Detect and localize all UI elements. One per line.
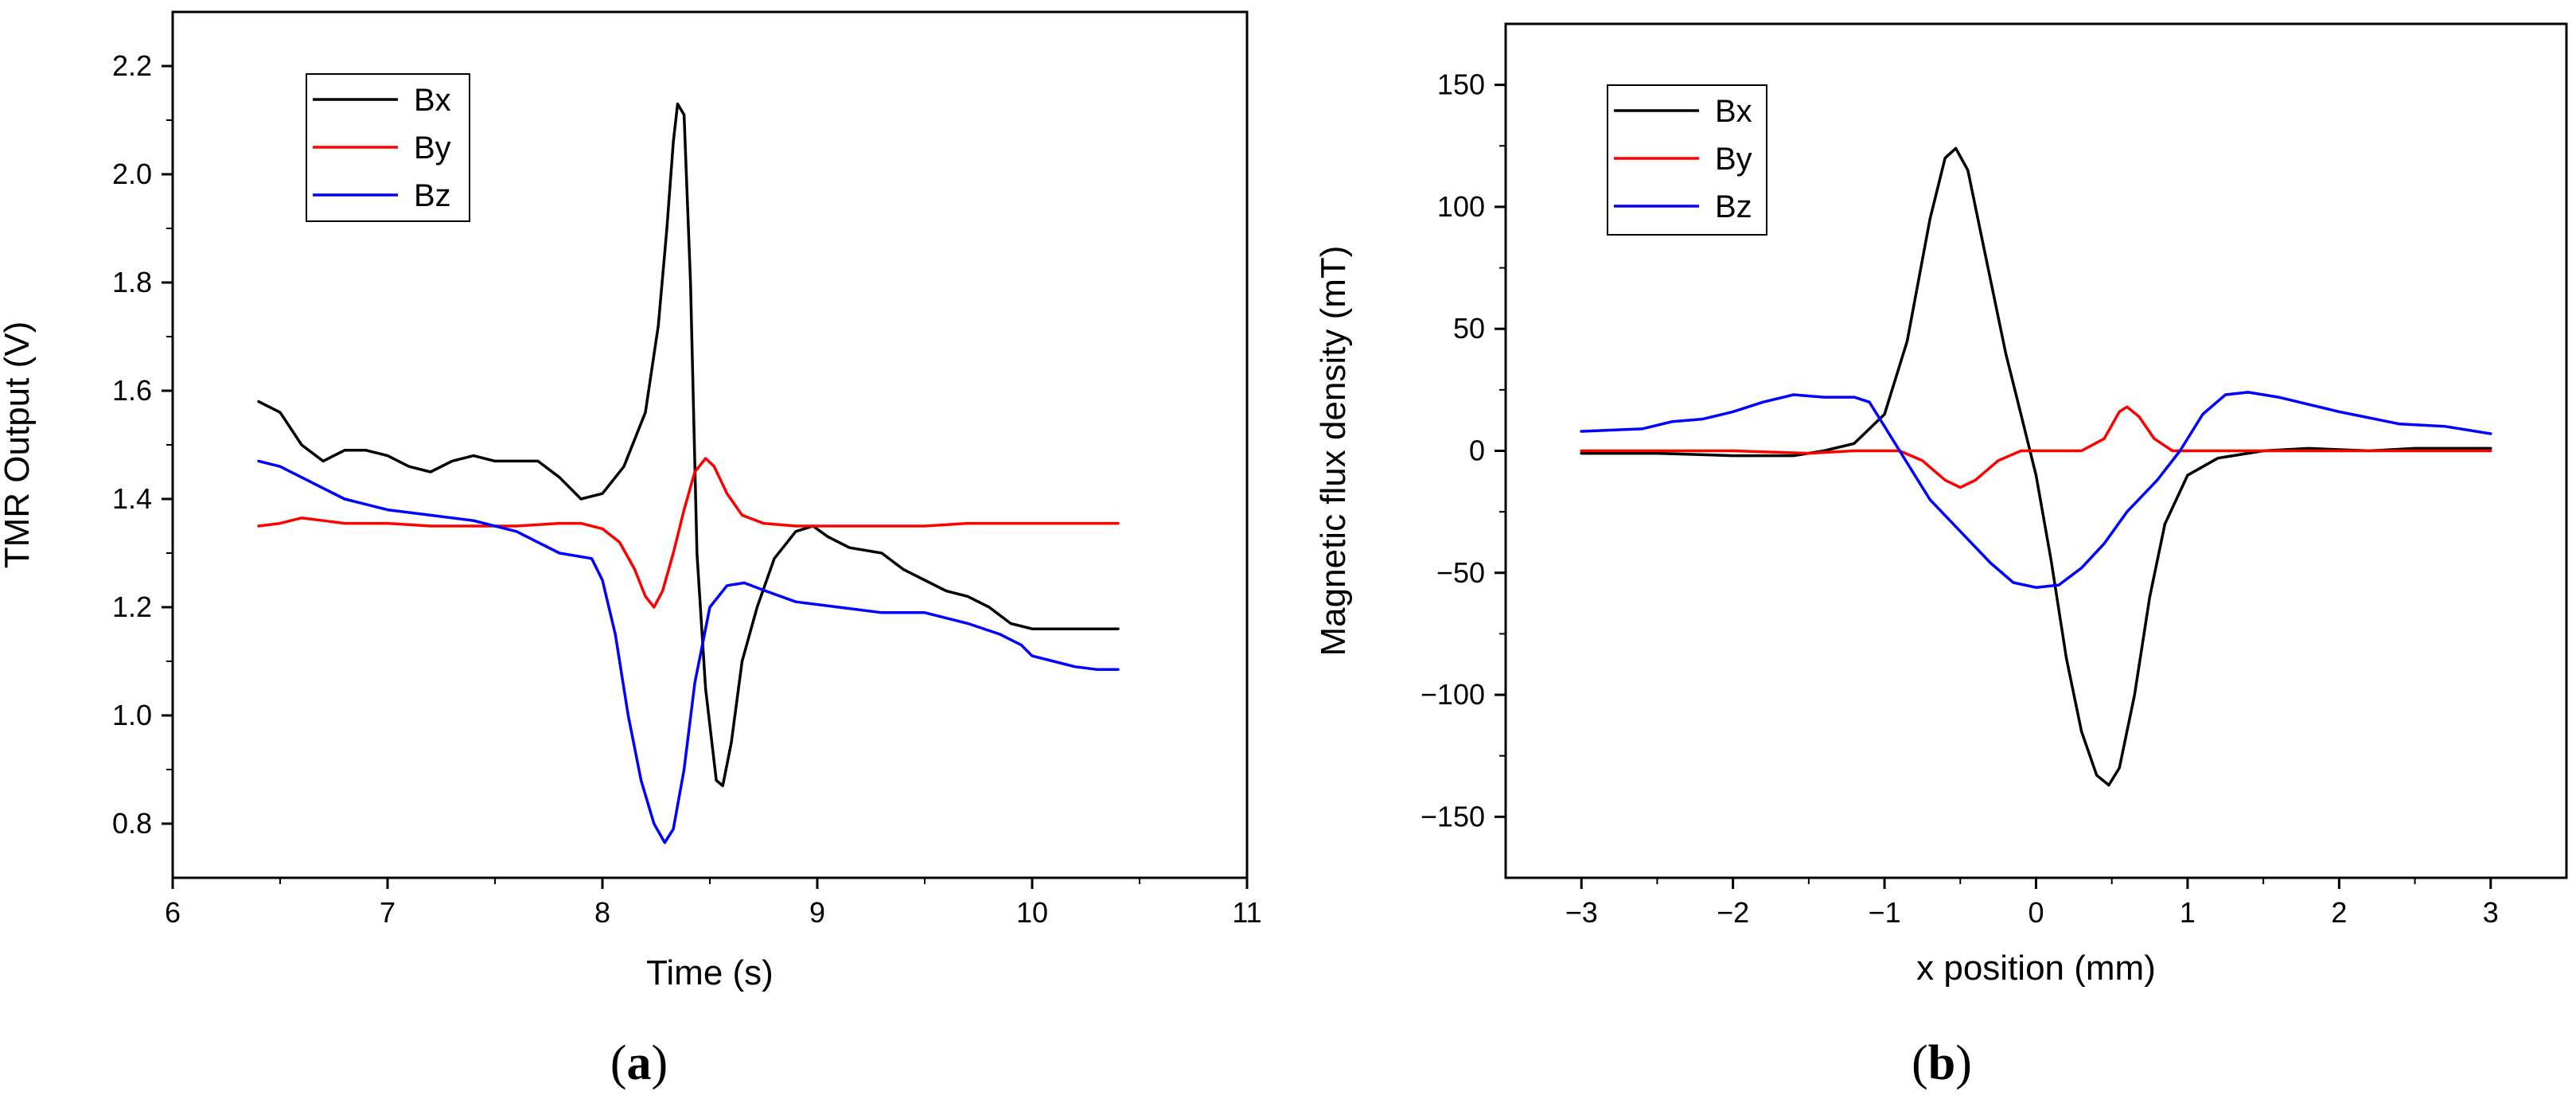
panel-a-x-tick-label: 6 bbox=[165, 896, 181, 929]
panel-a-y-tick-label: 1.0 bbox=[112, 699, 152, 731]
panel-a-x-tick-label: 7 bbox=[380, 896, 396, 929]
panel-b-legend-label-bx: Bx bbox=[1715, 94, 1752, 129]
panel-b-x-tick-label: 1 bbox=[2180, 896, 2196, 929]
panel-b-x-tick-label: 0 bbox=[2028, 896, 2044, 929]
panel-a-y-tick-label: 1.8 bbox=[112, 266, 152, 298]
panel-a-y-tick-label: 1.2 bbox=[112, 590, 152, 623]
panel-a-x-tick-label: 11 bbox=[1232, 896, 1261, 929]
panel-b-y-tick-label: 50 bbox=[1453, 312, 1485, 345]
panel-a-legend-label-by: By bbox=[414, 131, 451, 166]
panel-a-legend-label-bx: Bx bbox=[414, 83, 451, 118]
panel-a-x-tick-label: 8 bbox=[594, 896, 610, 929]
panel-a-y-tick-label: 1.6 bbox=[112, 374, 152, 407]
panel-a-panel-label: (a) bbox=[610, 1036, 668, 1090]
panel-b-y-axis-title: Magnetic flux density (mT) bbox=[1314, 246, 1353, 657]
panel-b-legend-label-by: By bbox=[1715, 142, 1752, 177]
panel-b-series-bx-line bbox=[1580, 146, 2492, 787]
panel-a-y-tick-label: 2.0 bbox=[112, 158, 152, 190]
panel-b-series-bz-line bbox=[1580, 391, 2492, 589]
panel-a-series-bx-line bbox=[257, 102, 1120, 788]
panel-a-y-tick-label: 2.2 bbox=[112, 49, 152, 82]
panel-b-chart: −3 −2 −1 0 1 2 3 −150 −100 −50 0 50 100 150 x position… bbox=[1314, 22, 2568, 1090]
panel-b-y-tick-label: −50 bbox=[1436, 556, 1485, 589]
panel-b-y-tick-label: −100 bbox=[1421, 678, 1485, 711]
panel-a-series-by-line bbox=[257, 457, 1120, 609]
panel-a-x-tick-label: 10 bbox=[1016, 896, 1048, 929]
panel-a-series-bz-line bbox=[257, 459, 1120, 844]
panel-b-x-axis-title: x position (mm) bbox=[1916, 949, 2156, 988]
panel-a-y-tick-label: 1.4 bbox=[112, 482, 152, 515]
panel-b-legend: Bx By Bz bbox=[1607, 84, 1767, 236]
panel-b-legend-label-bz: Bz bbox=[1715, 189, 1752, 224]
panel-b-y-tick-label: −150 bbox=[1421, 800, 1485, 832]
panel-a-chart: 6 7 8 9 10 11 0.8 1.0 1.2 1.4 1.6 1.8 2.0 2.2 Time (s)… bbox=[0, 10, 1262, 1090]
panel-a-x-tick-label: 9 bbox=[809, 896, 825, 929]
panel-b-y-tick-label: 0 bbox=[1469, 435, 1485, 467]
panel-a-x-axis-title: Time (s) bbox=[646, 953, 774, 992]
panel-a-legend: Bx By Bz bbox=[306, 73, 470, 222]
panel-b-x-tick-label: 2 bbox=[2331, 896, 2347, 929]
panel-a-y-tick-label: 0.8 bbox=[112, 807, 152, 840]
panel-b-y-tick-label: 100 bbox=[1437, 190, 1485, 223]
panel-a-legend-label-bz: Bz bbox=[414, 178, 451, 213]
panel-b-panel-label: (b) bbox=[1912, 1036, 1972, 1090]
panel-b-y-tick-label: 150 bbox=[1437, 68, 1485, 101]
panel-b-x-tick-label: −3 bbox=[1565, 896, 1598, 929]
panel-b-x-tick-label: −2 bbox=[1717, 896, 1749, 929]
panel-b-x-tick-label: 3 bbox=[2483, 896, 2499, 929]
panel-a-y-axis-title: TMR Output (V) bbox=[0, 322, 37, 569]
panel-b-x-tick-label: −1 bbox=[1869, 896, 1901, 929]
